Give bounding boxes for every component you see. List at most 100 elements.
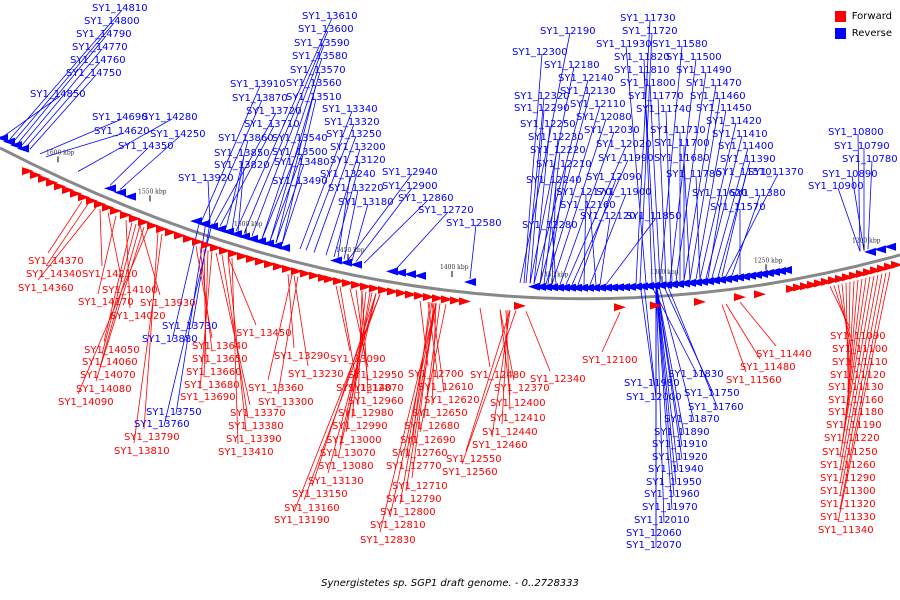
reverse-gene-label: SY1_13720 bbox=[246, 106, 302, 117]
leader-line bbox=[267, 274, 293, 381]
forward-gene-arrow bbox=[138, 218, 150, 227]
forward-gene-arrow bbox=[264, 260, 276, 269]
reverse-gene-arrow bbox=[874, 245, 886, 254]
reverse-gene-label: SY1_13820 bbox=[214, 160, 270, 171]
forward-gene-label: SY1_13450 bbox=[236, 328, 292, 339]
reverse-gene-label: SY1_12110 bbox=[570, 99, 626, 110]
reverse-gene-arrow bbox=[684, 278, 696, 287]
leader-line bbox=[125, 219, 131, 309]
forward-gene-arrow bbox=[174, 231, 186, 240]
forward-gene-label: SY1_11440 bbox=[756, 349, 812, 360]
forward-gene-label: SY1_12620 bbox=[424, 395, 480, 406]
reverse-gene-arrow bbox=[114, 188, 126, 197]
forward-gene-label: SY1_12400 bbox=[490, 398, 546, 409]
reverse-gene-label: SY1_14750 bbox=[66, 68, 122, 79]
forward-gene-arrow bbox=[165, 228, 177, 237]
reverse-gene-label: SY1_11400 bbox=[718, 141, 774, 152]
leader-line bbox=[327, 293, 377, 474]
reverse-gene-arrow bbox=[104, 184, 116, 193]
leader-line bbox=[669, 58, 697, 282]
leader-line bbox=[655, 282, 683, 460]
leader-line bbox=[695, 109, 727, 280]
reverse-gene-label: SY1_14810 bbox=[92, 3, 148, 14]
forward-swatch bbox=[834, 11, 846, 22]
leader-line bbox=[237, 166, 245, 232]
leader-line bbox=[45, 132, 125, 158]
reverse-gene-label: SY1_13760 bbox=[134, 419, 190, 430]
reverse-gene-label: SY1_11700 bbox=[654, 138, 710, 149]
leader-line bbox=[339, 286, 357, 381]
reverse-gene-label: SY1_12030 bbox=[584, 125, 640, 136]
leader-line bbox=[343, 189, 359, 260]
forward-gene-arrow bbox=[94, 200, 106, 209]
reverse-gene-arrow bbox=[552, 283, 564, 292]
leader-line bbox=[675, 71, 707, 282]
forward-gene-arrow bbox=[835, 274, 847, 283]
reverse-gene-label: SY1_13560 bbox=[286, 78, 342, 89]
reverse-gene-label: SY1_13710 bbox=[244, 119, 300, 130]
forward-gene-label: SY1_14060 bbox=[82, 357, 138, 368]
leader-line bbox=[221, 254, 249, 419]
leader-line bbox=[45, 203, 89, 267]
forward-gene-label: SY1_11260 bbox=[820, 460, 876, 471]
reverse-gene-label: SY1_10800 bbox=[828, 127, 884, 138]
leader-line bbox=[337, 175, 351, 258]
reverse-gene-arrow bbox=[238, 232, 250, 241]
forward-gene-arrow bbox=[70, 189, 82, 198]
leader-line bbox=[655, 282, 665, 523]
leader-line bbox=[655, 282, 679, 472]
reverse-gene-label: SY1_11510 bbox=[716, 167, 772, 178]
forward-gene-arrow bbox=[324, 275, 336, 284]
forward-gene-arrow bbox=[849, 271, 861, 280]
forward-gene-arrow bbox=[255, 257, 267, 266]
reverse-gene-arrow bbox=[696, 277, 708, 286]
reverse-gene-label: SY1_14850 bbox=[30, 89, 86, 100]
reverse-gene-arrow bbox=[594, 283, 606, 292]
forward-gene-label: SY1_13080 bbox=[318, 461, 374, 472]
forward-gene-label: SY1_13290 bbox=[274, 351, 330, 362]
forward-gene-label: SY1_13790 bbox=[124, 432, 180, 443]
forward-gene-label: SY1_13090 bbox=[330, 354, 386, 365]
reverse-gene-arrow bbox=[630, 282, 642, 291]
forward-gene-label: SY1_11320 bbox=[820, 499, 876, 510]
leader-line bbox=[657, 97, 667, 282]
reverse-gene-label: SY1_13510 bbox=[286, 92, 342, 103]
forward-gene-arrow bbox=[387, 287, 399, 296]
leader-line bbox=[37, 207, 97, 281]
forward-gene-label: SY1_13150 bbox=[292, 489, 348, 500]
forward-gene-arrow bbox=[147, 221, 159, 230]
leader-line bbox=[281, 98, 317, 245]
forward-gene-arrow bbox=[754, 290, 766, 299]
reverse-gene-label: SY1_11570 bbox=[710, 202, 766, 213]
reverse-gene-label: SY1_14770 bbox=[72, 42, 128, 53]
leader-line bbox=[499, 309, 511, 396]
forward-gene-label: SY1_12100 bbox=[582, 355, 638, 366]
leader-line bbox=[739, 301, 777, 347]
gene-labels: SY1_14810 SY1_14800 SY1_14790 SY1_14770 SY1_… bbox=[18, 3, 898, 551]
leader-line bbox=[465, 310, 511, 452]
reverse-gene-label: SY1_11940 bbox=[648, 464, 704, 475]
reverse-gene-arrow bbox=[564, 283, 576, 292]
leader-line bbox=[355, 187, 413, 262]
reverse-gene-label: SY1_12140 bbox=[558, 73, 614, 84]
reverse-gene-arrow bbox=[714, 275, 726, 284]
leader-line bbox=[683, 84, 717, 281]
leader-line bbox=[643, 71, 657, 283]
forward-gene-arrow bbox=[800, 282, 812, 291]
forward-gene-label: SY1_11330 bbox=[820, 512, 876, 523]
forward-gene-label: SY1_13690 bbox=[180, 392, 236, 403]
reverse-gene-arrow bbox=[780, 265, 792, 274]
leader-line bbox=[839, 275, 875, 471]
forward-gene-label: SY1_11340 bbox=[818, 525, 874, 536]
forward-gene-label: SY1_12410 bbox=[490, 413, 546, 424]
leader-line bbox=[543, 151, 561, 285]
reverse-gene-arrow bbox=[124, 192, 136, 201]
reverse-gene-arrow bbox=[17, 144, 29, 153]
forward-gene-arrow bbox=[201, 240, 213, 249]
leader-line bbox=[109, 147, 149, 186]
reverse-gene-label: SY1_11990 bbox=[598, 153, 654, 164]
reverse-gene-arrow bbox=[222, 227, 234, 236]
forward-gene-label: SY1_12980 bbox=[338, 408, 394, 419]
reverse-gene-arrow bbox=[738, 272, 750, 281]
